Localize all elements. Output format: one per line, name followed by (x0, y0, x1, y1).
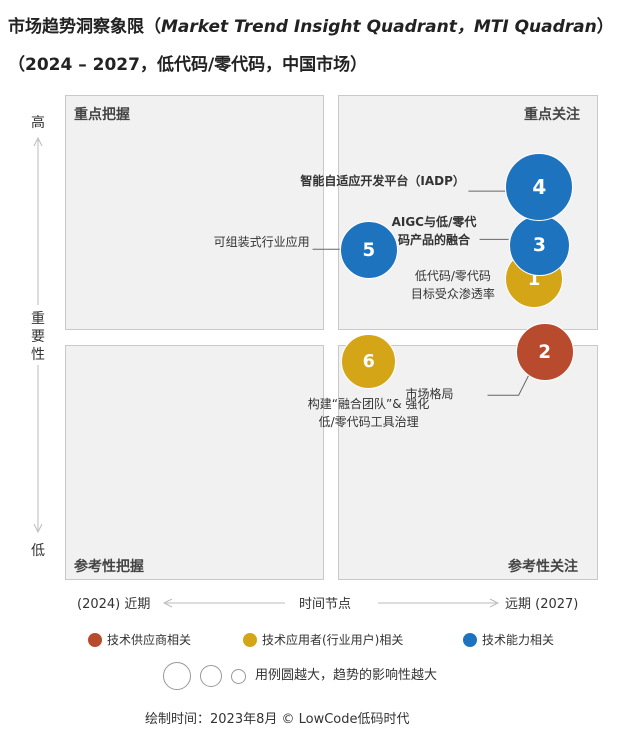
bubble-3: 3 (508, 214, 571, 277)
x-axis-near-label: (2024) 近期 (77, 597, 151, 612)
y-axis-title: 重要性 (31, 311, 45, 363)
size-legend-ring-small (231, 669, 246, 684)
point-label-1-line-1: 低代码/零代码 (414, 269, 491, 284)
quadrant-label-top-left: 重点把握 (74, 107, 130, 123)
bubble-4: 4 (505, 153, 574, 222)
legend-user-dot (243, 632, 257, 647)
legend-user-label: 技术应用者(行业用户)相关 (262, 633, 404, 647)
point-label-3-line-2: 码产品的融合 (397, 233, 470, 248)
point-label-6-line-2: 低/零代码工具治理 (318, 415, 419, 430)
y-axis-high-label: 高 (31, 115, 45, 131)
x-axis-arrow-right (489, 598, 500, 608)
bubble-6: 6 (341, 334, 397, 390)
legend-capability-dot (463, 632, 477, 647)
chart-subtitle: （2024 – 2027，低代码/零代码，中国市场） (8, 55, 368, 75)
point-label-5: 可组装式行业应用 (214, 233, 310, 251)
point-label-2-line-1: 市场格局 (405, 387, 454, 402)
point-label-3: AIGC与低/零代 码产品的融合 (392, 213, 477, 249)
quadrant-label-top-right: 重点关注 (524, 107, 580, 123)
quadrant-label-bottom-right: 参考性关注 (508, 559, 578, 575)
quadrant-bottom-left (65, 345, 324, 580)
size-legend-ring-large (163, 662, 191, 690)
point-label-4: 智能自适应开发平台（IADP） (300, 172, 465, 190)
bubble-2: 2 (515, 322, 574, 382)
legend-item-capability: 技术能力相关 (463, 631, 554, 648)
legend-vendor-label: 技术供应商相关 (107, 633, 192, 647)
leader-line-2 (487, 375, 530, 396)
point-label-1: 低代码/零代码 目标受众渗透率 (411, 267, 495, 303)
leader-lines (312, 190, 530, 396)
quadrant-label-bottom-left: 参考性把握 (74, 559, 144, 575)
size-legend-ring-medium (200, 665, 222, 687)
point-label-1-line-2: 目标受众渗透率 (410, 287, 495, 302)
y-axis-low-label: 低 (31, 543, 45, 559)
point-label-4-line-1: 智能自适应开发平台（IADP） (300, 174, 465, 189)
legend-vendor-dot (88, 632, 102, 647)
chart-title: 市场趋势洞察象限（Market Trend Insight Quadrant，M… (8, 17, 614, 37)
legend-item-vendor: 技术供应商相关 (88, 631, 191, 648)
y-axis-arrow-up (33, 136, 43, 147)
point-label-5-line-1: 可组装式行业应用 (213, 235, 310, 250)
x-axis-title: 时间节点 (299, 597, 352, 612)
x-axis-arrow-left (162, 598, 173, 608)
point-label-6: 构建“融合团队”& 强化 低/零代码工具治理 (308, 395, 430, 431)
point-label-2: 市场格局 (406, 385, 454, 403)
x-axis-far-label: 远期 (2027) (505, 597, 579, 612)
legend-item-user: 技术应用者(行业用户)相关 (243, 631, 403, 648)
footer-credit: 绘制时间：2023年8月 © LowCode低码时代 (145, 712, 410, 727)
point-label-3-line-1: AIGC与低/零代 (391, 215, 477, 230)
point-label-6-line-1: 构建“融合团队”& 强化 (307, 397, 430, 412)
size-legend-text: 用例圆越大，趋势的影响性越大 (255, 668, 438, 683)
bubble-5: 5 (339, 221, 398, 280)
quadrant-top-left (65, 95, 324, 330)
y-axis-arrow-down (33, 523, 43, 534)
legend-capability-label: 技术能力相关 (482, 633, 555, 647)
